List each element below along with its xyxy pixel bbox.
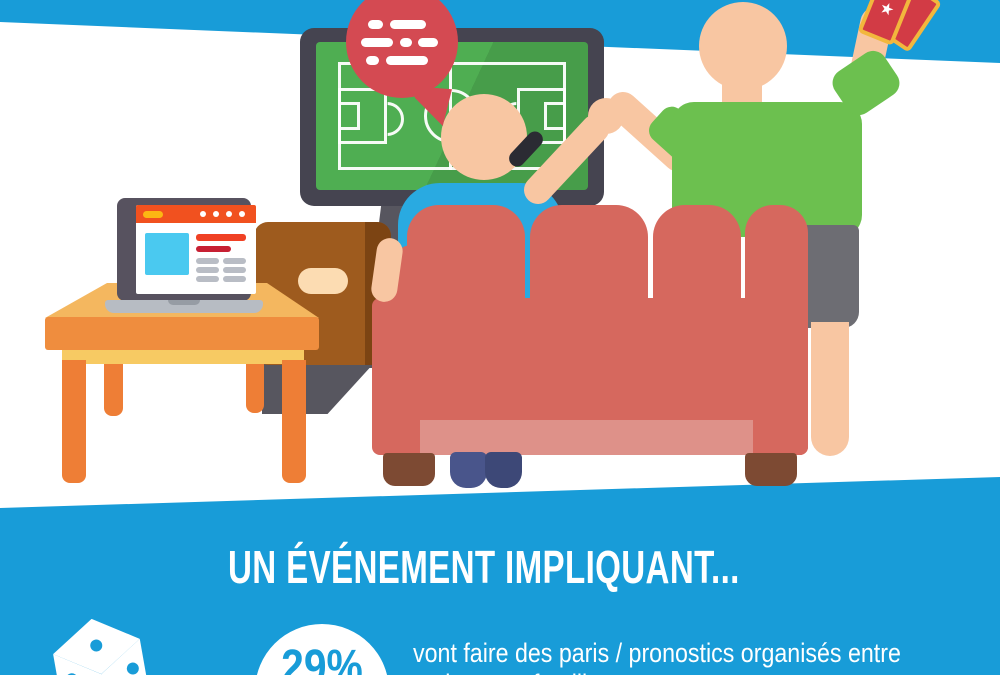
- laptop-base: [105, 300, 263, 313]
- bubble-text-dash: [368, 20, 383, 29]
- laptop-image-block: [145, 233, 189, 275]
- laptop-text-bar: [196, 276, 219, 282]
- sofa-foot: [745, 453, 797, 486]
- sofa-armrest-right: [745, 205, 808, 455]
- sofa: [372, 203, 808, 488]
- table-leg: [282, 360, 306, 483]
- laptop-text-bar: [223, 258, 246, 264]
- table-leg: [246, 360, 264, 413]
- seated-fan-head: [441, 94, 527, 180]
- laptop-headline-bar: [196, 234, 246, 241]
- laptop-text-bar: [196, 258, 219, 264]
- table-leg: [104, 360, 123, 416]
- seated-fan-foot-left: [450, 452, 487, 488]
- seated-fan-hand: [588, 98, 624, 134]
- laptop-screen-frame: [117, 198, 256, 301]
- pitch-goal-box-right: [544, 102, 566, 130]
- laptop-subhead-bar: [196, 246, 231, 252]
- speech-bubble-icon: [346, 0, 458, 98]
- armchair-cushion-detail: [298, 268, 348, 294]
- sofa-foot: [383, 453, 435, 486]
- section-title: UN ÉVÉNEMENT IMPLIQUANT...: [228, 541, 740, 593]
- stat-text-line2: amis ou en famille: [413, 669, 600, 675]
- bubble-text-dash: [366, 56, 379, 65]
- tv-stand-base: [262, 362, 375, 414]
- pitch-goal-box-left: [338, 102, 360, 130]
- table-edge: [45, 317, 319, 350]
- standing-fan-leg: [811, 322, 849, 456]
- laptop-text-bar: [196, 267, 219, 273]
- laptop: [105, 198, 263, 314]
- bubble-text-dash: [386, 56, 428, 65]
- table-leg: [62, 360, 86, 483]
- stat-percentage: 29%: [281, 641, 363, 675]
- bubble-text-dash: [400, 38, 412, 47]
- seated-fan-foot-right: [485, 452, 522, 488]
- laptop-base-notch: [168, 300, 200, 305]
- laptop-screen: [136, 205, 256, 294]
- standing-fan-head: [699, 2, 787, 90]
- bubble-text-dash: [418, 38, 438, 47]
- laptop-menu-dot: [200, 211, 206, 217]
- laptop-menu-dot: [226, 211, 232, 217]
- laptop-logo-pill: [143, 211, 163, 218]
- table-shelf: [62, 350, 304, 364]
- laptop-menu-dot: [213, 211, 219, 217]
- laptop-menu-dot: [239, 211, 245, 217]
- stat-text-line1: vont faire des paris / pronostics organi…: [413, 638, 901, 668]
- bubble-text-dash: [361, 38, 393, 47]
- laptop-browser-header: [136, 205, 256, 223]
- laptop-text-bar: [223, 267, 246, 273]
- sofa-front-strip: [420, 420, 753, 455]
- bubble-text-dash: [390, 20, 426, 29]
- laptop-text-bar: [223, 276, 246, 282]
